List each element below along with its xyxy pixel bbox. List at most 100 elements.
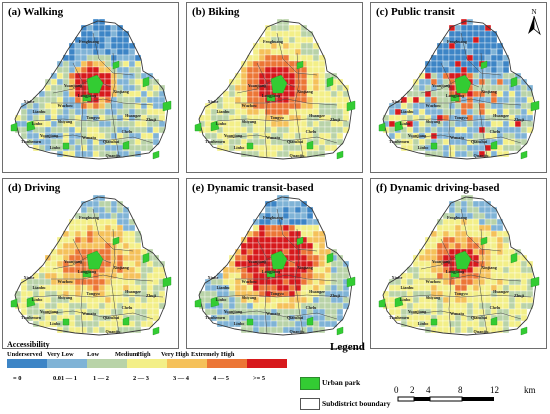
grid-cell xyxy=(258,326,266,334)
grid-cell xyxy=(306,254,314,262)
grid-cell xyxy=(412,120,420,128)
grid-cell xyxy=(448,242,456,250)
grid-cell xyxy=(418,84,426,92)
grid-cell xyxy=(300,120,308,128)
grid-cell xyxy=(122,96,130,104)
grid-cell xyxy=(466,96,474,104)
grid-cell xyxy=(122,242,130,250)
grid-cell xyxy=(460,126,468,134)
subdistrict-boundary xyxy=(32,118,164,122)
grid-cell xyxy=(234,114,242,122)
grid-cell xyxy=(306,212,314,220)
grid-cell xyxy=(86,102,94,110)
map-public-transit: Fenghuang Yuanjiang Longjiang Xinjiang Wuzho… xyxy=(378,18,540,160)
grid-cell xyxy=(478,114,486,122)
grid-cell xyxy=(270,326,278,334)
grid-cell xyxy=(92,302,100,310)
grid-cell xyxy=(448,66,456,74)
grid-cell xyxy=(68,224,76,232)
urban-park xyxy=(336,150,344,160)
grid-cell xyxy=(484,296,492,304)
grid-cell xyxy=(466,284,474,292)
grid-cell xyxy=(318,266,326,274)
grid-cell xyxy=(412,108,420,116)
grid-cell xyxy=(294,30,302,38)
grid-cell xyxy=(264,248,272,256)
grid-cell xyxy=(496,224,504,232)
grid-cell xyxy=(44,102,52,110)
grid-cell xyxy=(246,236,254,244)
grid-cell xyxy=(246,90,254,98)
grid-cell xyxy=(496,236,504,244)
grid-cell xyxy=(68,230,76,238)
grid-cell xyxy=(282,206,290,214)
grid-cell xyxy=(50,108,58,116)
grid-cell xyxy=(68,72,76,80)
grid-cell xyxy=(490,42,498,50)
grid-cell xyxy=(228,260,236,268)
district-label: Linbo xyxy=(50,145,61,150)
grid-cell xyxy=(134,90,142,98)
grid-cell xyxy=(110,200,118,208)
grid-cell xyxy=(442,302,450,310)
district-label: Xinhe xyxy=(208,99,219,104)
grid-cell xyxy=(442,150,450,158)
grid-cell xyxy=(146,126,154,134)
district-label: Qianshui xyxy=(103,315,120,320)
grid-cell xyxy=(110,144,118,152)
grid-cell xyxy=(134,126,142,134)
grid-cell xyxy=(104,218,112,226)
grid-cell xyxy=(276,296,284,304)
grid-cell xyxy=(490,54,498,62)
grid-cell xyxy=(264,242,272,250)
grid-cell xyxy=(448,326,456,334)
grid-cell xyxy=(264,30,272,38)
district-label: Wuzhou xyxy=(241,103,257,108)
grid-cell xyxy=(466,278,474,286)
grid-cell xyxy=(412,278,420,286)
urban-park xyxy=(162,276,172,288)
grid-cell xyxy=(330,108,338,116)
scale-unit-label: km xyxy=(524,385,536,395)
grid-cell xyxy=(252,66,260,74)
grid-cell xyxy=(324,272,332,280)
grid-cell xyxy=(74,60,82,68)
grid-cell xyxy=(252,248,260,256)
grid-cell xyxy=(276,320,284,328)
grid-cell xyxy=(288,302,296,310)
grid-cell xyxy=(86,236,94,244)
grid-cell xyxy=(508,102,516,110)
grid-cell xyxy=(146,144,154,152)
grid-cell xyxy=(436,320,444,328)
grid-cell xyxy=(502,302,510,310)
grid-cell xyxy=(80,150,88,158)
grid-cell xyxy=(116,290,124,298)
grid-cell xyxy=(424,248,432,256)
grid-cell xyxy=(50,272,58,280)
grid-cell xyxy=(44,84,52,92)
grid-cell xyxy=(44,272,52,280)
grid-cell xyxy=(234,266,242,274)
grid-cell xyxy=(294,230,302,238)
accessibility-range-label: = 0 xyxy=(13,375,22,382)
grid-cell xyxy=(490,224,498,232)
grid-cell xyxy=(472,284,480,292)
grid-cell xyxy=(258,296,266,304)
grid-cell xyxy=(300,36,308,44)
subdistrict-boundary xyxy=(460,208,502,252)
grid-cell xyxy=(122,230,130,238)
grid-cell xyxy=(74,48,82,56)
grid-cell xyxy=(282,42,290,50)
grid-cell xyxy=(324,108,332,116)
grid-cell xyxy=(330,84,338,92)
grid-cell xyxy=(336,272,344,280)
grid-cell xyxy=(234,108,242,116)
grid-cell xyxy=(436,108,444,116)
district-label: Tongyu xyxy=(270,291,284,296)
grid-cell xyxy=(502,66,510,74)
district-label: Linbo xyxy=(50,321,61,326)
urban-park xyxy=(26,120,36,132)
district-label: Xinhe xyxy=(24,275,35,280)
grid-cell xyxy=(430,72,438,80)
grid-cell xyxy=(110,72,118,80)
